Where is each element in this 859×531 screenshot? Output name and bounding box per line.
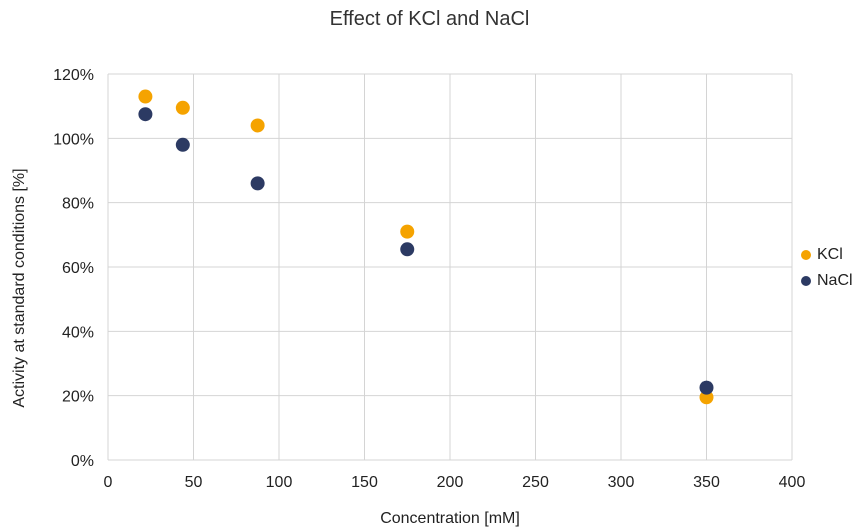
- data-point-nacl: [138, 107, 153, 122]
- chart-title: Effect of KCl and NaCl: [329, 8, 530, 30]
- y-tick-label: 20%: [62, 389, 94, 406]
- x-tick-label: 200: [437, 474, 464, 491]
- data-point-kcl: [138, 89, 153, 104]
- y-tick-label: 100%: [53, 131, 94, 148]
- y-tick-label: 40%: [62, 324, 94, 341]
- y-tick-label: 0%: [71, 453, 94, 470]
- data-point-kcl: [175, 100, 190, 115]
- x-tick-label: 50: [185, 474, 203, 491]
- x-tick-label: 150: [351, 474, 378, 491]
- y-tick-label: 80%: [62, 196, 94, 213]
- data-point-kcl: [699, 390, 714, 405]
- x-tick-label: 350: [693, 474, 720, 491]
- legend-marker-nacl: [801, 276, 811, 286]
- legend-label-kcl: KCl: [817, 246, 843, 263]
- y-tick-labels: 0% 20% 40% 60% 80% 100% 120%: [53, 67, 94, 470]
- data-point-kcl: [400, 224, 415, 239]
- data-point-nacl: [400, 242, 415, 257]
- x-axis-label: Concentration [mM]: [380, 510, 520, 527]
- legend-item-kcl: KCl: [801, 242, 853, 268]
- grid-lines: [107, 73, 793, 461]
- x-tick-label: 400: [779, 474, 806, 491]
- x-tick-label: 0: [104, 474, 113, 491]
- data-points: [138, 89, 714, 405]
- y-tick-label: 120%: [53, 67, 94, 84]
- x-tick-label: 300: [608, 474, 635, 491]
- legend-label-nacl: NaCl: [817, 272, 853, 289]
- data-point-nacl: [699, 380, 714, 395]
- legend-item-nacl: NaCl: [801, 268, 853, 294]
- data-point-kcl: [250, 118, 265, 133]
- y-tick-label: 60%: [62, 260, 94, 277]
- data-point-nacl: [175, 137, 190, 152]
- legend: KCl NaCl: [801, 242, 853, 294]
- x-tick-labels: 0 50 100 150 200 250 300 350 400: [104, 474, 806, 491]
- x-tick-label: 100: [266, 474, 293, 491]
- x-tick-label: 250: [522, 474, 549, 491]
- data-point-nacl: [250, 176, 265, 191]
- legend-marker-kcl: [801, 250, 811, 260]
